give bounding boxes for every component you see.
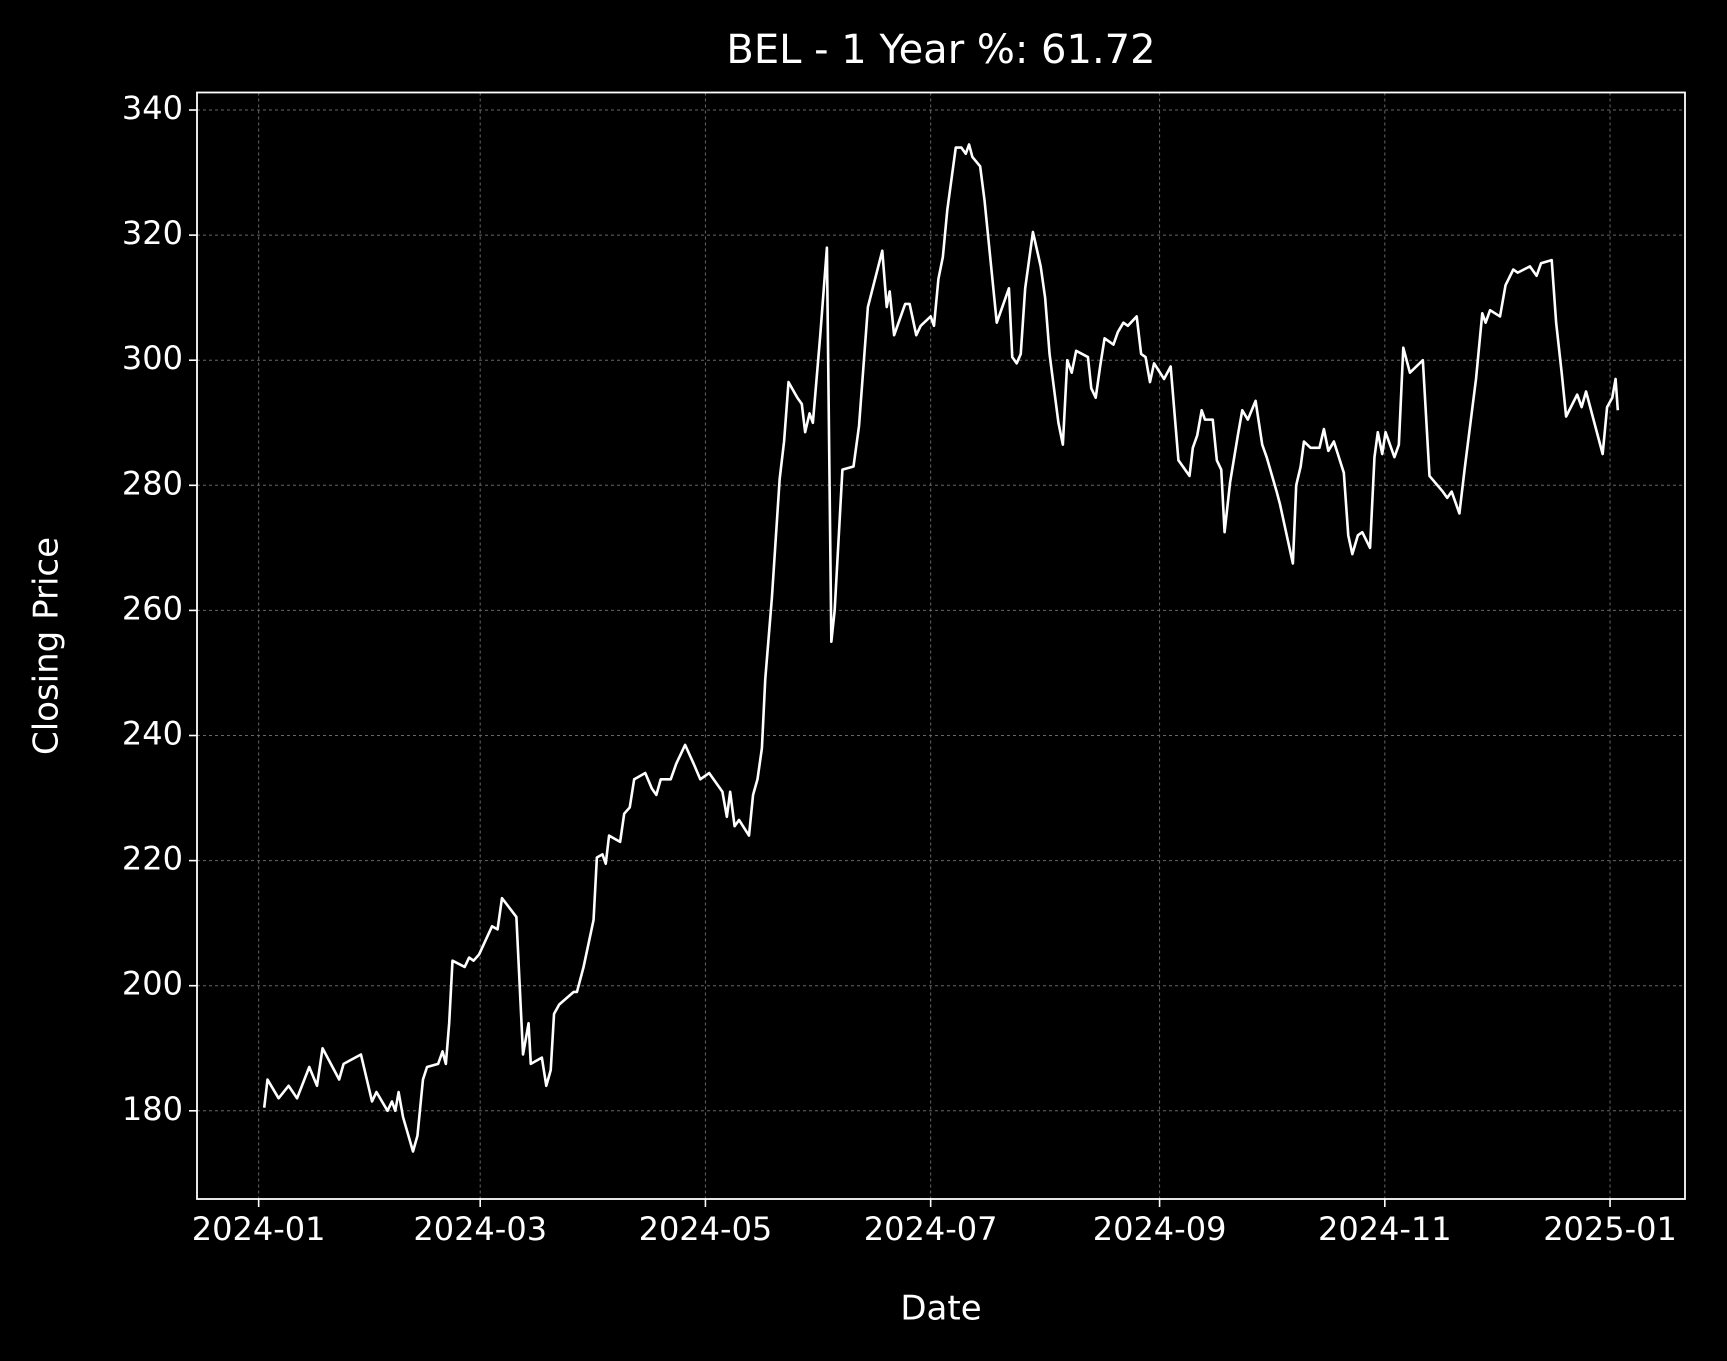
x-tick-label: 2024-11	[1318, 1210, 1452, 1248]
y-tick-label: 280	[122, 464, 183, 502]
x-tick-label: 2024-07	[864, 1210, 998, 1248]
x-tick-label: 2024-09	[1093, 1210, 1227, 1248]
y-tick-label: 320	[122, 214, 183, 252]
x-axis-label: Date	[900, 1289, 981, 1329]
x-tick-label: 2024-03	[413, 1210, 547, 1248]
y-tick-label: 200	[122, 965, 183, 1003]
y-tick-label: 220	[122, 840, 183, 878]
y-tick-label: 300	[122, 339, 183, 377]
y-axis-label: Closing Price	[27, 537, 67, 755]
x-tick-label: 2024-05	[639, 1210, 773, 1248]
x-tick-label: 2025-01	[1543, 1210, 1677, 1248]
y-tick-label: 340	[122, 89, 183, 127]
chart-title: BEL - 1 Year %: 61.72	[726, 27, 1155, 73]
plot-frame	[196, 91, 1686, 1200]
y-tick-label: 180	[122, 1090, 183, 1128]
price-line	[262, 143, 1620, 1153]
x-tick-label: 2024-01	[192, 1210, 326, 1248]
y-tick-label: 240	[122, 715, 183, 753]
y-tick-label: 260	[122, 589, 183, 627]
